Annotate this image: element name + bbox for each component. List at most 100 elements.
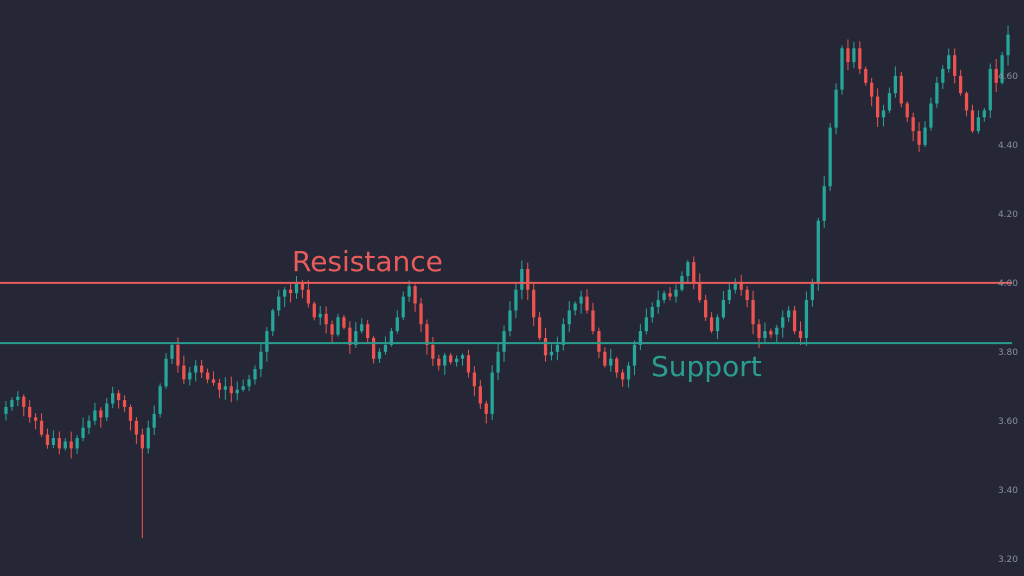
candle-body: [941, 68, 945, 83]
candle-body: [105, 403, 109, 418]
candle-body: [306, 289, 310, 304]
candle-body: [235, 389, 239, 394]
candle-body: [988, 68, 992, 111]
candle-body: [508, 310, 512, 332]
candle-body: [229, 386, 233, 394]
candle-body: [288, 289, 293, 294]
candle-body: [520, 269, 524, 290]
y-axis: 3.20 3.40 3.60 3.80 4.00 4.20 4.40 4.60: [998, 72, 1018, 565]
candle-body: [603, 351, 607, 366]
candle-body: [597, 331, 601, 352]
candle-body: [638, 331, 643, 345]
candle-body: [721, 300, 726, 318]
candle-body: [668, 293, 672, 297]
candle-body: [490, 372, 494, 414]
candle-body: [804, 300, 809, 339]
candle-body: [609, 358, 613, 366]
candle-body: [822, 186, 826, 221]
candle-body: [692, 262, 696, 283]
candle-body: [929, 103, 933, 128]
candle-body: [787, 310, 791, 318]
candle-body: [366, 324, 370, 339]
candle-body: [555, 344, 560, 352]
candle-body: [650, 306, 654, 318]
candle-body: [205, 372, 210, 380]
candle-body: [330, 324, 334, 335]
candle-body: [57, 438, 61, 449]
candle-body: [549, 351, 554, 356]
candle-body: [733, 282, 737, 290]
candle-body: [265, 331, 269, 352]
candle-body: [674, 289, 678, 297]
candle-body: [33, 417, 38, 421]
candle-body: [87, 420, 91, 428]
candle-body: [4, 406, 8, 414]
candle-body: [810, 282, 814, 301]
candle-body: [573, 303, 577, 311]
candle-body: [271, 310, 275, 332]
candle-body: [10, 400, 14, 407]
candle-body: [182, 365, 186, 380]
candle-body: [75, 438, 79, 449]
candle-body: [395, 317, 399, 332]
candle-body: [93, 410, 97, 421]
candle-body: [383, 344, 388, 352]
candle-body: [615, 358, 619, 373]
candle-body: [312, 303, 316, 318]
candle-body: [846, 48, 850, 63]
candle-body: [656, 300, 660, 307]
candle-body: [194, 365, 198, 373]
y-tick-label: 3.20: [998, 555, 1018, 565]
candle-body: [39, 420, 44, 435]
candle-body: [99, 410, 103, 418]
candle-body: [757, 324, 761, 339]
candle-body: [407, 286, 411, 297]
candle-body: [947, 55, 951, 69]
candle-body: [828, 127, 832, 187]
candle-body: [626, 365, 631, 380]
candle-body: [413, 286, 417, 304]
y-tick-label: 3.80: [998, 348, 1018, 358]
candle-body: [543, 338, 548, 356]
candle-body: [200, 365, 204, 373]
y-tick-label: 4.60: [998, 72, 1018, 82]
candle-body: [775, 327, 779, 335]
candle-body: [401, 296, 405, 318]
levels-layer: Resistance Support: [0, 245, 1012, 383]
candle-body: [970, 110, 975, 132]
candle-body: [217, 382, 222, 390]
candle-body: [935, 82, 939, 104]
candle-body: [188, 372, 192, 380]
candle-body: [140, 434, 144, 449]
candle-body: [1006, 34, 1010, 56]
candle-body: [478, 386, 482, 404]
candle-body: [253, 369, 257, 380]
candle-body: [502, 331, 506, 352]
candle-body: [781, 317, 785, 328]
candle-body: [146, 427, 150, 449]
candle-body: [870, 82, 874, 97]
candle-body: [425, 324, 429, 345]
candle-body: [69, 441, 73, 449]
candle-body: [864, 68, 868, 83]
candle-body: [28, 406, 32, 418]
candle-body: [134, 420, 139, 435]
candle-body: [917, 131, 921, 145]
candle-body: [709, 317, 714, 332]
y-tick-label: 3.60: [998, 417, 1018, 427]
candle-body: [277, 296, 281, 311]
candle-body: [875, 96, 880, 118]
y-tick-label: 4.40: [998, 141, 1018, 151]
candle-body: [283, 289, 287, 297]
candle-body: [632, 344, 637, 366]
candle-body: [751, 300, 755, 325]
candle-body: [336, 317, 340, 335]
candle-body: [431, 344, 435, 359]
candle-body: [318, 313, 322, 318]
candle-body: [45, 434, 50, 445]
candle-body: [389, 331, 394, 345]
candle-body: [176, 344, 180, 366]
candle-body: [360, 324, 364, 332]
candle-body: [923, 127, 927, 145]
candle-body: [1000, 55, 1004, 83]
